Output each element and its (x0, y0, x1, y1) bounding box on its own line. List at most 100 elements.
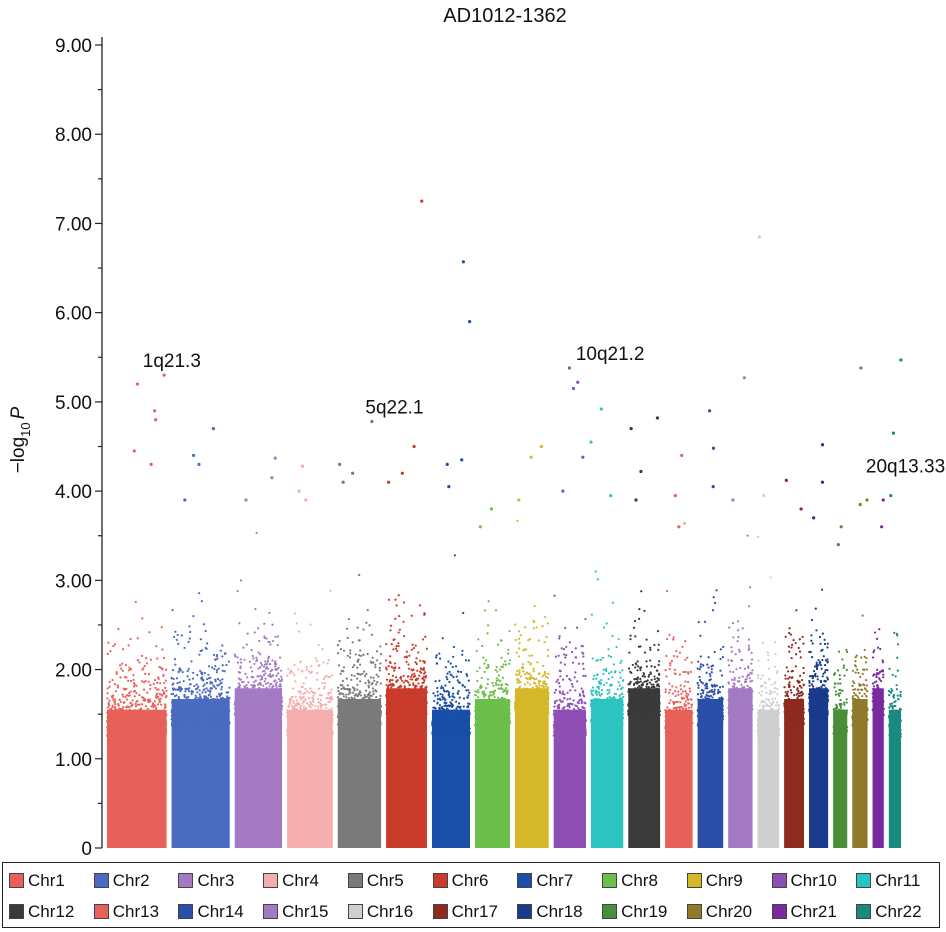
snp-point (393, 662, 396, 665)
snp-point (486, 624, 490, 627)
snp-point (106, 711, 109, 714)
snp-point (514, 638, 517, 642)
snp-point (395, 645, 398, 648)
snp-point (387, 704, 390, 708)
snp-point (414, 661, 417, 664)
snp-point (331, 674, 334, 677)
snp-point (438, 652, 441, 655)
snp-point (418, 604, 422, 607)
snp-point (113, 705, 117, 709)
snp-point (254, 679, 257, 682)
snp-point (316, 710, 319, 713)
snp-point (222, 705, 225, 709)
snp-point (417, 705, 420, 709)
snp-point (152, 713, 156, 716)
snp-point (520, 711, 524, 714)
snp-point (315, 733, 318, 736)
snp-point (487, 663, 490, 666)
snp-point (161, 689, 164, 692)
top-hit-point (300, 464, 305, 468)
snp-point (141, 703, 144, 706)
snp-point (143, 681, 146, 684)
snp-point (392, 699, 395, 702)
snp-point (544, 705, 547, 708)
snp-point (153, 700, 156, 703)
snp-point (412, 683, 415, 687)
snp-point (336, 696, 340, 699)
snp-point (209, 695, 213, 698)
snp-point (453, 716, 456, 719)
snp-point (260, 664, 264, 667)
snp-point (190, 723, 193, 726)
snp-point (250, 670, 254, 673)
snp-point (148, 724, 151, 727)
snp-point (436, 698, 439, 701)
manhattan-plot: AD1012-1362 01.002.003.004.005.006.007.0… (8, 5, 945, 860)
snp-point (523, 683, 527, 686)
snp-point (475, 702, 478, 705)
snp-point (438, 706, 441, 710)
snp-point (246, 687, 250, 690)
snp-point (454, 733, 457, 736)
snp-point (451, 698, 454, 702)
snp-point (261, 700, 264, 703)
snp-point (399, 712, 402, 715)
snp-point (156, 726, 159, 729)
snp-point (132, 733, 135, 736)
snp-point (394, 617, 397, 620)
snp-point (254, 607, 257, 611)
snp-point (152, 682, 155, 685)
snp-point (118, 698, 121, 701)
snp-point (434, 694, 437, 697)
snp-point (342, 649, 346, 652)
snp-point (162, 723, 165, 726)
snp-point (318, 694, 322, 697)
snp-point (378, 697, 382, 700)
snp-point (435, 654, 438, 657)
snp-point (109, 714, 113, 718)
snp-point (451, 687, 455, 690)
snp-point (265, 688, 268, 691)
snp-point (392, 648, 395, 651)
snp-point (424, 710, 427, 713)
snp-point (157, 734, 160, 737)
snp-point (237, 690, 240, 694)
snp-point (535, 695, 538, 698)
snp-point (338, 700, 341, 703)
snp-point (348, 689, 351, 692)
y-tick-label: 6.00 (55, 304, 92, 325)
snp-point (279, 683, 282, 686)
snp-point (129, 732, 132, 736)
snp-point (159, 732, 162, 735)
snp-point (138, 661, 141, 664)
snp-point (253, 662, 256, 666)
snp-point (497, 710, 500, 713)
snp-point (478, 718, 481, 721)
snp-point (343, 704, 346, 707)
snp-point (576, 715, 579, 718)
snp-point (308, 728, 311, 731)
snp-point (139, 729, 142, 732)
snp-point (249, 713, 253, 716)
snp-point (111, 709, 114, 712)
snp-point (526, 703, 530, 706)
snp-point (203, 683, 206, 686)
snp-point (371, 656, 374, 659)
snp-point (224, 652, 227, 655)
snp-point (543, 641, 546, 644)
snp-point (248, 690, 251, 693)
snp-point (170, 676, 173, 679)
snp-point (308, 722, 312, 725)
snp-point (492, 723, 495, 727)
snp-point (238, 686, 241, 689)
snp-point (360, 654, 363, 658)
snp-point (361, 672, 364, 675)
snp-point (462, 705, 465, 708)
snp-point (519, 699, 522, 703)
snp-point (341, 723, 344, 726)
snp-point (337, 719, 340, 722)
snp-point (129, 705, 132, 708)
snp-point (385, 712, 388, 715)
snp-point (372, 690, 375, 693)
snp-point (508, 630, 511, 633)
